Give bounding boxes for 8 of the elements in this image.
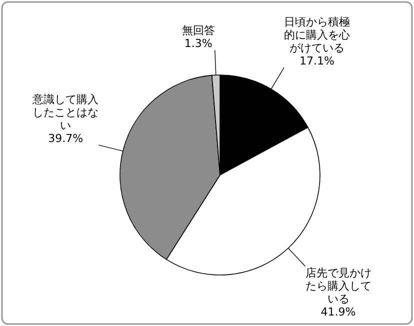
- slice-label: 店先で見かけたら購入している: [305, 266, 372, 306]
- data-label: 17.1%: [299, 54, 334, 68]
- data-label: 1.3%: [184, 37, 212, 50]
- slice-label: 日頃から積極的に購入を心がけている: [284, 16, 350, 55]
- slice-label: 意識して購入したことはない: [32, 93, 99, 132]
- data-label: 41.9%: [320, 305, 356, 318]
- slice-label: 無回答: [182, 24, 215, 38]
- data-label: 39.7%: [48, 132, 84, 146]
